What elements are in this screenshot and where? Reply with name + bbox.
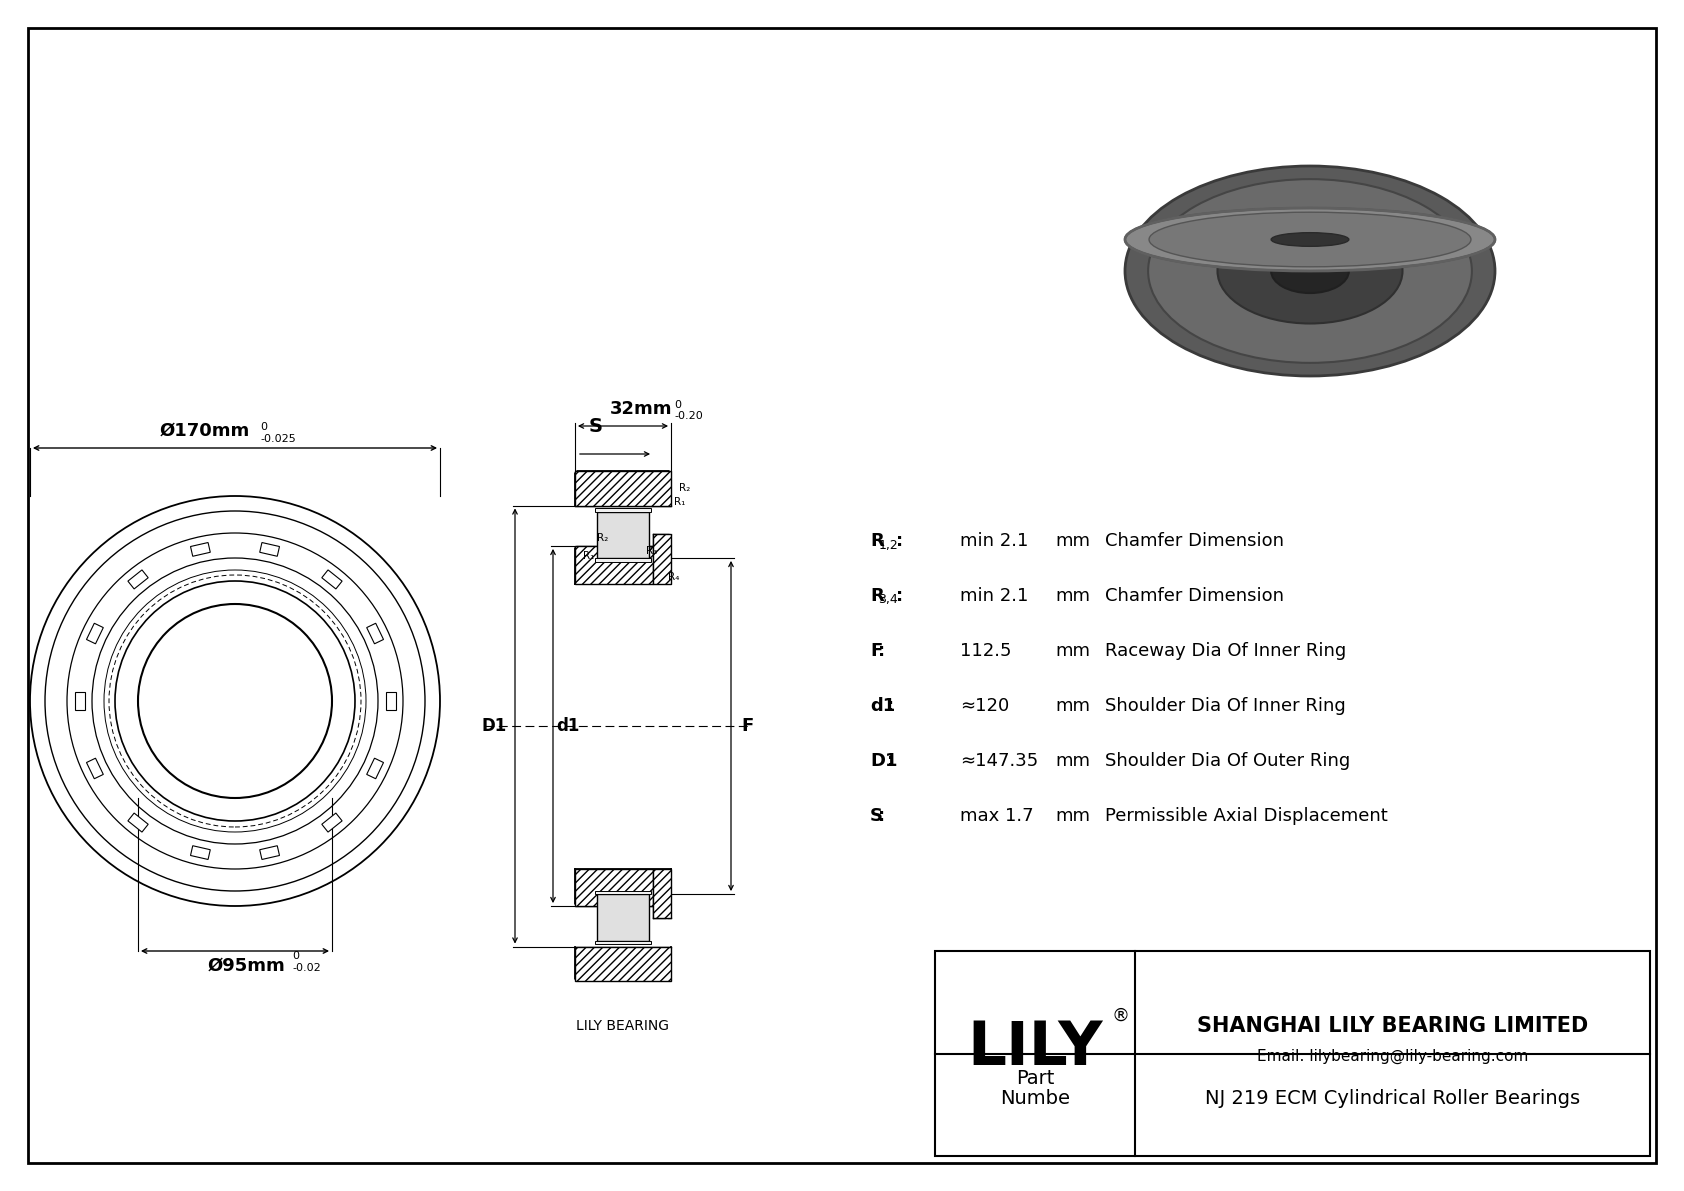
- Text: D1: D1: [482, 717, 507, 735]
- Text: R₃: R₃: [645, 545, 657, 556]
- Polygon shape: [86, 759, 103, 779]
- Polygon shape: [322, 813, 342, 833]
- Ellipse shape: [1125, 208, 1495, 272]
- Text: Chamfer Dimension: Chamfer Dimension: [1105, 587, 1283, 605]
- Text: Shoulder Dia Of Outer Ring: Shoulder Dia Of Outer Ring: [1105, 752, 1351, 771]
- Text: Part: Part: [1015, 1070, 1054, 1089]
- Bar: [935, 950, 1650, 1156]
- Text: NJ 219 ECM Cylindrical Roller Bearings: NJ 219 ECM Cylindrical Roller Bearings: [1206, 1089, 1580, 1108]
- Text: R: R: [871, 587, 884, 605]
- Text: 0: 0: [259, 422, 268, 432]
- Text: mm: mm: [1054, 807, 1090, 825]
- Polygon shape: [128, 570, 148, 588]
- Text: :: :: [887, 752, 894, 771]
- Text: :: :: [896, 532, 904, 550]
- Text: :: :: [887, 697, 894, 715]
- Text: -0.025: -0.025: [259, 434, 296, 444]
- Text: F: F: [741, 717, 753, 735]
- Ellipse shape: [1148, 212, 1470, 267]
- Bar: [574, 470, 670, 505]
- Polygon shape: [386, 692, 396, 710]
- Text: Email: lilybearing@lily-bearing.com: Email: lilybearing@lily-bearing.com: [1256, 1049, 1527, 1064]
- Text: SHANGHAI LILY BEARING LIMITED: SHANGHAI LILY BEARING LIMITED: [1197, 1016, 1588, 1035]
- Polygon shape: [322, 570, 342, 588]
- Text: LILY BEARING: LILY BEARING: [576, 1019, 670, 1033]
- Text: 3,4: 3,4: [879, 593, 898, 606]
- Text: Numbe: Numbe: [1000, 1089, 1069, 1108]
- Bar: [596, 894, 650, 941]
- Text: S: S: [871, 807, 882, 825]
- Text: mm: mm: [1054, 752, 1090, 771]
- Polygon shape: [190, 846, 210, 860]
- Polygon shape: [190, 543, 210, 556]
- Text: R: R: [871, 532, 884, 550]
- Bar: [594, 509, 652, 511]
- Ellipse shape: [1218, 218, 1403, 324]
- Text: R₂: R₂: [679, 484, 690, 493]
- Text: Chamfer Dimension: Chamfer Dimension: [1105, 532, 1283, 550]
- Text: LILY: LILY: [967, 1019, 1103, 1078]
- Text: min 2.1: min 2.1: [960, 532, 1029, 550]
- Polygon shape: [259, 846, 280, 860]
- Text: ®: ®: [1111, 1006, 1128, 1024]
- Text: R₁: R₁: [674, 497, 685, 507]
- Bar: [594, 941, 652, 944]
- Text: mm: mm: [1054, 642, 1090, 660]
- Polygon shape: [367, 623, 384, 644]
- Bar: [574, 545, 653, 584]
- Text: :: :: [879, 807, 886, 825]
- Bar: [574, 868, 653, 906]
- Polygon shape: [86, 623, 103, 644]
- Bar: [653, 534, 670, 584]
- Text: Ø170mm: Ø170mm: [160, 422, 251, 439]
- Text: d1: d1: [871, 697, 896, 715]
- Text: Ø95mm: Ø95mm: [209, 958, 286, 975]
- Text: mm: mm: [1054, 587, 1090, 605]
- Text: ≈120: ≈120: [960, 697, 1009, 715]
- Text: D1: D1: [871, 752, 898, 771]
- Text: -0.20: -0.20: [674, 411, 702, 420]
- Text: 0: 0: [291, 950, 300, 961]
- Bar: [574, 947, 670, 981]
- Text: R₂: R₂: [598, 534, 608, 543]
- Text: Permissible Axial Displacement: Permissible Axial Displacement: [1105, 807, 1388, 825]
- Bar: [653, 868, 670, 918]
- Text: S: S: [589, 417, 603, 436]
- Text: max 1.7: max 1.7: [960, 807, 1034, 825]
- Polygon shape: [74, 692, 84, 710]
- Text: 0: 0: [674, 400, 680, 410]
- Text: ≈147.35: ≈147.35: [960, 752, 1039, 771]
- Bar: [594, 559, 652, 561]
- Text: d1: d1: [556, 717, 579, 735]
- Bar: [594, 891, 652, 894]
- Text: mm: mm: [1054, 532, 1090, 550]
- Polygon shape: [128, 813, 148, 833]
- Bar: [596, 511, 650, 559]
- Text: 112.5: 112.5: [960, 642, 1012, 660]
- Text: 1,2: 1,2: [879, 538, 898, 551]
- Text: F: F: [871, 642, 882, 660]
- Text: :: :: [879, 642, 886, 660]
- Text: mm: mm: [1054, 697, 1090, 715]
- Ellipse shape: [1271, 249, 1349, 293]
- Text: Raceway Dia Of Inner Ring: Raceway Dia Of Inner Ring: [1105, 642, 1346, 660]
- Text: min 2.1: min 2.1: [960, 587, 1029, 605]
- Ellipse shape: [1125, 166, 1495, 376]
- Text: :: :: [896, 587, 904, 605]
- Text: 32mm: 32mm: [610, 400, 672, 418]
- Polygon shape: [367, 759, 384, 779]
- Text: Shoulder Dia Of Inner Ring: Shoulder Dia Of Inner Ring: [1105, 697, 1346, 715]
- Ellipse shape: [1271, 232, 1349, 247]
- Text: R₄: R₄: [669, 572, 679, 582]
- Ellipse shape: [1148, 179, 1472, 363]
- Text: -0.02: -0.02: [291, 964, 320, 973]
- Polygon shape: [259, 543, 280, 556]
- Text: R₁: R₁: [583, 551, 594, 561]
